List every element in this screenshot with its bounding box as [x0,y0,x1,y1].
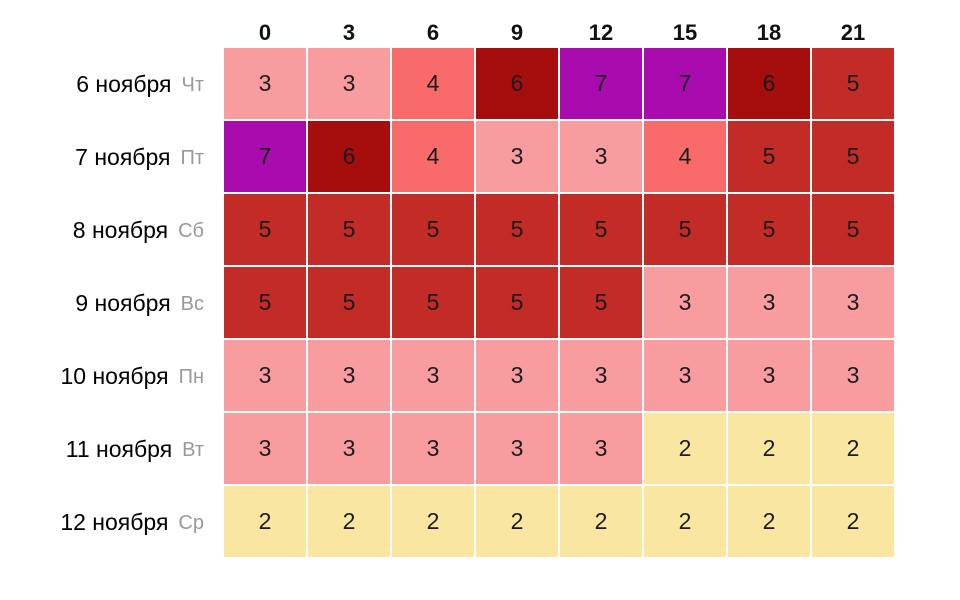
heat-cell: 5 [392,194,474,265]
heat-cell: 3 [644,267,726,338]
heat-cell: 6 [476,48,558,119]
heat-cell: 3 [728,340,810,411]
heat-cell: 3 [476,121,558,192]
row-label: 12 ноября Ср [0,486,224,559]
heat-cell: 5 [224,267,306,338]
heat-cell: 5 [812,121,894,192]
heat-cell: 3 [728,267,810,338]
heat-cell: 3 [644,340,726,411]
heat-cell: 5 [308,267,390,338]
date-label: 7 ноября [75,144,171,170]
heat-cell: 2 [560,486,642,557]
heatmap-header-row: 0 3 6 9 12 15 18 21 [0,18,960,48]
heat-cell: 2 [308,486,390,557]
row-label: 6 ноября Чт [0,48,224,121]
heat-cell: 2 [224,486,306,557]
heat-cell: 4 [392,121,474,192]
weekday-label: Пт [180,147,204,169]
heat-cell: 3 [560,413,642,484]
weekday-label: Вт [182,439,204,461]
table-corner [0,18,224,48]
heat-cell: 3 [476,413,558,484]
heat-cell: 3 [224,48,306,119]
heat-cell: 3 [308,413,390,484]
heat-cell: 5 [812,48,894,119]
heat-cell: 5 [560,267,642,338]
heat-cell: 2 [728,486,810,557]
heat-cell: 2 [644,486,726,557]
heat-cell: 4 [392,48,474,119]
hour-tick-label: 21 [840,20,866,45]
heat-cell: 5 [392,267,474,338]
heat-cell: 5 [728,194,810,265]
hour-tick-label: 9 [510,20,524,45]
hour-tick-label: 6 [426,20,440,45]
heat-cell: 3 [308,48,390,119]
heat-cell: 2 [728,413,810,484]
date-label: 10 ноября [60,363,169,389]
heatmap-row: 6 ноября Чт 3 3 4 6 7 7 6 5 [0,48,960,121]
weekday-label: Ср [178,512,204,534]
heat-cell: 7 [560,48,642,119]
heat-cell: 3 [308,340,390,411]
heat-cell: 3 [224,413,306,484]
date-label: 11 ноября [65,436,173,462]
heat-cell: 3 [224,340,306,411]
row-label: 8 ноября Сб [0,194,224,267]
heat-cell: 3 [560,121,642,192]
hour-tick-label: 15 [672,20,698,45]
heat-cell: 6 [728,48,810,119]
heat-cell: 5 [476,267,558,338]
date-label: 12 ноября [60,509,169,535]
heat-cell: 2 [392,486,474,557]
heatmap-row: 9 ноября Вс 5 5 5 5 5 3 3 3 [0,267,960,340]
heat-cell: 6 [308,121,390,192]
heatmap-row: 11 ноября Вт 3 3 3 3 3 2 2 2 [0,413,960,486]
heat-cell: 7 [224,121,306,192]
heat-cell: 3 [392,413,474,484]
row-label: 9 ноября Вс [0,267,224,340]
weekday-label: Вс [180,293,204,315]
hour-tick-label: 18 [756,20,782,45]
heat-cell: 2 [644,413,726,484]
heatmap-row: 12 ноября Ср 2 2 2 2 2 2 2 2 [0,486,960,559]
row-label: 11 ноября Вт [0,413,224,486]
heat-cell: 5 [812,194,894,265]
heat-cell: 5 [308,194,390,265]
weekday-label: Чт [181,74,205,96]
heat-cell: 3 [560,340,642,411]
heatmap-row: 8 ноября Сб 5 5 5 5 5 5 5 5 [0,194,960,267]
date-label: 6 ноября [76,71,172,97]
heatmap-table: 0 3 6 9 12 15 18 21 6 ноября Чт 3 3 4 6 7 7 6 5 7 ноября Пт… [0,18,960,559]
heat-cell: 2 [812,413,894,484]
weekday-label: Сб [178,220,204,242]
heat-cell: 2 [476,486,558,557]
hour-tick-label: 12 [588,20,614,45]
heat-cell: 3 [476,340,558,411]
heat-cell: 3 [392,340,474,411]
row-label: 7 ноября Пт [0,121,224,194]
heat-cell: 2 [812,486,894,557]
heat-cell: 5 [728,121,810,192]
heat-cell: 5 [644,194,726,265]
row-label: 10 ноября Пн [0,340,224,413]
heatmap-row: 7 ноября Пт 7 6 4 3 3 4 5 5 [0,121,960,194]
heat-cell: 3 [812,340,894,411]
heat-cell: 5 [560,194,642,265]
hour-tick-label: 3 [342,20,356,45]
date-label: 9 ноября [75,290,171,316]
date-label: 8 ноября [72,217,169,243]
heat-cell: 7 [644,48,726,119]
heatmap-row: 10 ноября Пн 3 3 3 3 3 3 3 3 [0,340,960,413]
heat-cell: 5 [224,194,306,265]
heat-cell: 3 [812,267,894,338]
weekday-label: Пн [178,366,204,388]
heat-cell: 4 [644,121,726,192]
heat-cell: 5 [476,194,558,265]
hour-tick-label: 0 [258,20,272,45]
